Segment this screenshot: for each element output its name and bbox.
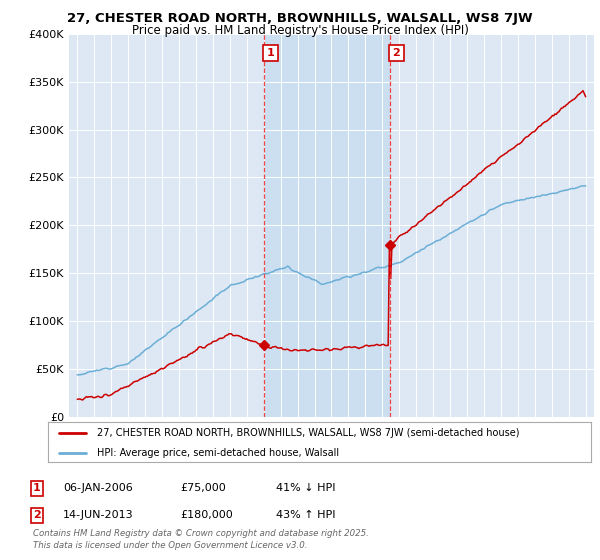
Text: 1: 1	[267, 48, 275, 58]
Text: 27, CHESTER ROAD NORTH, BROWNHILLS, WALSALL, WS8 7JW: 27, CHESTER ROAD NORTH, BROWNHILLS, WALS…	[67, 12, 533, 25]
Text: Contains HM Land Registry data © Crown copyright and database right 2025.
This d: Contains HM Land Registry data © Crown c…	[33, 529, 369, 550]
Text: 2: 2	[33, 510, 41, 520]
Text: 2: 2	[392, 48, 400, 58]
Text: 06-JAN-2006: 06-JAN-2006	[63, 483, 133, 493]
Text: HPI: Average price, semi-detached house, Walsall: HPI: Average price, semi-detached house,…	[97, 448, 339, 458]
Text: 14-JUN-2013: 14-JUN-2013	[63, 510, 134, 520]
Text: 1: 1	[33, 483, 41, 493]
Text: £180,000: £180,000	[180, 510, 233, 520]
Bar	[264, 34, 390, 417]
Text: 41% ↓ HPI: 41% ↓ HPI	[276, 483, 335, 493]
Text: 27, CHESTER ROAD NORTH, BROWNHILLS, WALSALL, WS8 7JW (semi-detached house): 27, CHESTER ROAD NORTH, BROWNHILLS, WALS…	[97, 428, 520, 438]
Text: 43% ↑ HPI: 43% ↑ HPI	[276, 510, 335, 520]
Text: Price paid vs. HM Land Registry's House Price Index (HPI): Price paid vs. HM Land Registry's House …	[131, 24, 469, 36]
Text: £75,000: £75,000	[180, 483, 226, 493]
